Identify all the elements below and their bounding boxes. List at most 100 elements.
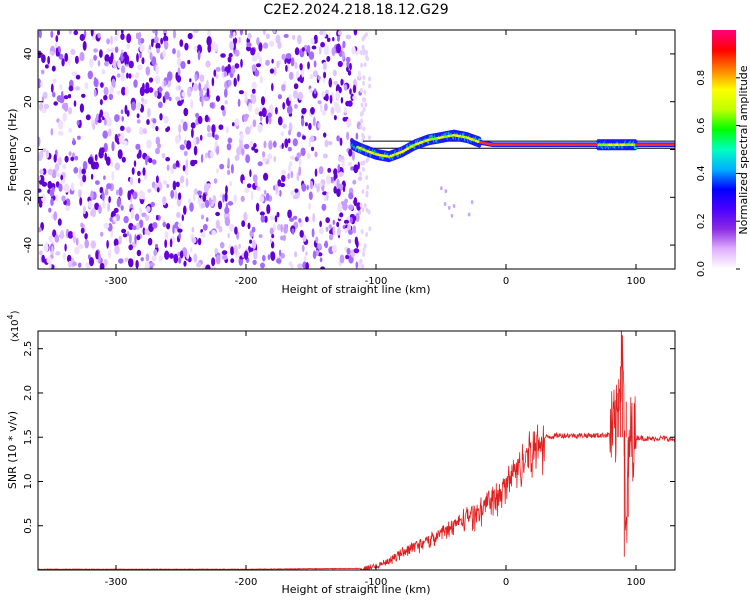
noise-dot (72, 261, 77, 267)
noise-dot (364, 102, 368, 108)
noise-dot (279, 189, 282, 197)
noise-dot (215, 95, 221, 102)
noise-dot (97, 32, 101, 39)
noise-dot (99, 186, 104, 194)
noise-dot (155, 42, 161, 50)
noise-dot (62, 112, 67, 122)
noise-dot (229, 181, 233, 187)
noise-dot (244, 187, 250, 194)
noise-dot (229, 41, 235, 51)
noise-dot (304, 122, 308, 127)
noise-dot (348, 239, 352, 244)
x-tick-label: 0 (503, 577, 509, 588)
noise-dot (89, 257, 94, 267)
noise-dot (361, 110, 364, 116)
noise-dot (184, 166, 189, 176)
noise-dot (450, 213, 454, 218)
colorbar: 0.0 0.2 0.4 0.6 0.8 Normalized spectral ampl… (696, 30, 750, 277)
noise-dot (103, 258, 108, 267)
noise-dot (239, 30, 243, 36)
noise-dot (326, 191, 329, 201)
noise-dot (104, 54, 110, 63)
noise-dot (260, 215, 265, 223)
noise-dot (40, 69, 45, 75)
noise-dot (245, 154, 251, 164)
noise-dot (258, 234, 263, 239)
noise-dot (342, 185, 346, 193)
noise-dot (90, 190, 94, 201)
noise-dot (221, 250, 228, 256)
noise-dot (99, 49, 103, 58)
noise-dot (253, 143, 257, 148)
noise-dot (271, 58, 274, 64)
x-tick-label: 100 (626, 276, 645, 287)
noise-dot (174, 190, 178, 200)
noise-dot (102, 199, 106, 209)
noise-dot (55, 251, 61, 256)
noise-dot (121, 228, 127, 234)
noise-dot (254, 148, 259, 153)
noise-dot (444, 189, 448, 194)
noise-dot (210, 151, 214, 159)
x-tick-label: -300 (105, 577, 128, 588)
noise-dot (319, 257, 323, 263)
noise-dot (180, 119, 184, 124)
noise-dot (306, 152, 311, 160)
noise-dot (61, 195, 66, 202)
noise-dot (45, 149, 50, 159)
noise-dot (130, 209, 135, 219)
noise-dot (281, 53, 286, 61)
noise-dot (94, 202, 100, 210)
noise-dot (305, 251, 308, 256)
noise-dot (131, 167, 135, 175)
noise-dot (112, 216, 117, 222)
noise-dot (173, 253, 179, 264)
noise-dot (51, 245, 54, 256)
noise-dot (336, 135, 340, 142)
noise-dot (99, 99, 103, 106)
noise-dot (233, 194, 238, 203)
noise-dot (254, 180, 258, 187)
snr-x-axis-label: Height of straight line (km) (281, 583, 430, 596)
noise-dot (61, 58, 65, 67)
noise-dot (80, 227, 85, 234)
noise-dot (155, 147, 160, 155)
noise-dot (120, 52, 124, 62)
noise-dot (319, 30, 324, 36)
noise-dot (74, 86, 81, 91)
noise-dot (349, 254, 352, 264)
noise-dot (110, 161, 114, 167)
noise-dot (307, 61, 310, 70)
noise-dot (226, 143, 232, 151)
noise-dot (302, 135, 306, 140)
noise-dot (59, 84, 63, 90)
noise-dot (323, 71, 327, 79)
noise-dot (323, 45, 330, 56)
noise-dot (336, 43, 341, 54)
noise-dot (185, 159, 189, 169)
noise-dot (272, 30, 276, 34)
noise-dot (284, 138, 289, 148)
noise-dot (108, 248, 112, 259)
noise-dot (108, 196, 111, 203)
noise-dot (358, 210, 362, 215)
noise-dot (145, 253, 150, 262)
noise-dot (41, 181, 48, 187)
noise-dot (222, 194, 225, 203)
noise-dot (184, 42, 189, 51)
noise-dot (54, 162, 60, 172)
noise-dot (277, 116, 283, 126)
noise-dot (206, 36, 212, 47)
noise-dot (346, 247, 351, 255)
noise-dot (78, 166, 82, 175)
noise-dot (340, 97, 344, 104)
noise-dot (164, 239, 168, 249)
noise-dot (351, 46, 356, 55)
noise-dot (312, 212, 316, 223)
snr-line (38, 331, 675, 570)
noise-dot (218, 124, 224, 130)
noise-dot (142, 227, 146, 236)
noise-dot (345, 254, 350, 260)
noise-dot (321, 91, 326, 98)
noise-dot (314, 151, 318, 158)
